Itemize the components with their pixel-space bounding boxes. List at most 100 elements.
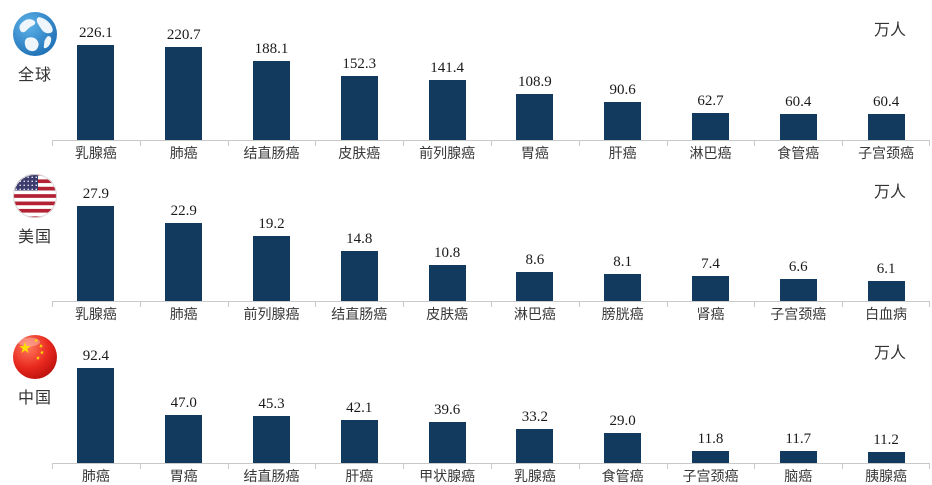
bar [428, 264, 466, 302]
bar-column: 29.0 [579, 345, 667, 464]
category-label: 子宫颈癌 [682, 468, 739, 485]
region-label-china: 中国 [17, 390, 52, 408]
bar [340, 419, 378, 464]
axis-tick [842, 302, 844, 308]
category-label: 前列腺癌 [243, 306, 300, 323]
unit-label-china: 万人 [873, 345, 906, 363]
bar [516, 272, 554, 302]
bar-column: 226.1 [52, 22, 140, 140]
axis-tick [666, 302, 668, 308]
category-label: 肝癌 [608, 144, 637, 161]
category-label: 肾癌 [696, 306, 725, 323]
category-label: 白血病 [865, 306, 908, 323]
value-label: 45.3 [258, 396, 285, 413]
value-label: 141.4 [430, 60, 464, 77]
category-labels-global: 乳腺癌 肺癌 结直肠癌 皮肤癌 前列腺癌 胃癌 肝癌 淋巴癌 食管癌 子宫颈癌 [52, 144, 930, 162]
axis-ticks-china [52, 464, 930, 470]
axis-tick [491, 302, 492, 308]
value-label: 14.8 [346, 230, 373, 247]
bar [165, 46, 203, 140]
bar [77, 44, 115, 140]
bar-column: 92.4 [52, 345, 140, 464]
bar [692, 450, 729, 464]
axis-tick [666, 140, 668, 146]
axis-tick [139, 464, 141, 470]
bar [692, 276, 729, 302]
bar [779, 114, 817, 140]
axis-tick [578, 464, 580, 470]
value-label: 7.4 [701, 256, 720, 273]
axis-tick [52, 302, 53, 308]
region-badge-china: 中国 [6, 333, 64, 408]
axis-tick [315, 464, 317, 470]
value-label: 8.1 [613, 253, 633, 270]
category-label: 肺癌 [81, 468, 110, 485]
axis-ticks-usa [52, 302, 930, 308]
bar [77, 368, 115, 464]
axis-tick [842, 464, 844, 470]
category-label: 淋巴癌 [513, 306, 556, 323]
bar-column: 19.2 [228, 184, 316, 302]
bar-column: 22.9 [140, 184, 228, 302]
unit-label-usa: 万人 [873, 183, 906, 201]
globe-icon [13, 12, 57, 56]
axis-tick [491, 464, 492, 470]
value-label: 60.4 [785, 94, 812, 111]
bar-column: 90.6 [579, 22, 667, 140]
bar [428, 422, 466, 464]
bar [867, 114, 905, 140]
bar-column: 220.7 [140, 22, 228, 140]
axis-tick [227, 464, 229, 470]
axis-tick [315, 302, 317, 308]
bar [867, 451, 905, 464]
value-label: 33.2 [521, 408, 548, 425]
axis-tick [52, 140, 53, 146]
category-label: 淋巴癌 [689, 144, 732, 161]
axis-tick [227, 140, 229, 146]
category-label: 乳腺癌 [74, 306, 117, 323]
axis-tick [929, 302, 930, 308]
category-label: 肺癌 [169, 306, 198, 323]
category-label: 子宫颈癌 [770, 306, 827, 323]
category-label: 肝癌 [345, 468, 374, 485]
value-label: 47.0 [170, 394, 197, 411]
bar-column: 60.4 [842, 22, 930, 140]
axis-tick [578, 302, 580, 308]
axis-tick [578, 140, 580, 146]
bar-column: 7.4 [667, 184, 755, 302]
bar [340, 75, 378, 140]
chart-row-global: 全球 万人 226.1 220.7 188.1 152.3 141.4 108.9 90.6… [0, 0, 932, 162]
axis-tick [139, 140, 141, 146]
value-label: 220.7 [166, 26, 201, 43]
value-label: 27.9 [82, 186, 110, 203]
category-label: 食管癌 [777, 144, 820, 161]
chart-row-usa: 美国 万人 27.9 22.9 19.2 14.8 10.8 8.6 8.1 7.4 6.6 6.… [0, 162, 932, 324]
bar [516, 93, 554, 140]
bar-column: 45.3 [228, 345, 316, 464]
value-label: 152.3 [342, 55, 377, 72]
value-label: 60.4 [872, 94, 900, 111]
category-label: 胃癌 [169, 468, 198, 485]
bar-column: 60.4 [754, 22, 842, 140]
bar-column: 10.8 [403, 184, 491, 302]
bar [692, 113, 729, 140]
value-label: 11.7 [785, 431, 812, 448]
axis-tick [227, 302, 229, 308]
category-label: 子宫颈癌 [858, 144, 915, 161]
axis-tick [139, 302, 141, 308]
category-label: 乳腺癌 [74, 144, 117, 161]
value-label: 226.1 [79, 24, 113, 41]
bar-plot-global: 226.1 220.7 188.1 152.3 141.4 108.9 90.6 62.7 60… [52, 22, 930, 141]
category-label: 结直肠癌 [243, 144, 300, 161]
value-label: 19.2 [258, 215, 285, 232]
category-label: 肺癌 [169, 144, 198, 161]
bar [253, 416, 290, 464]
category-labels-usa: 乳腺癌 肺癌 前列腺癌 结直肠癌 皮肤癌 淋巴癌 膀胱癌 肾癌 子宫颈癌 白血病 [52, 305, 930, 323]
bar-column: 11.8 [667, 345, 755, 464]
value-label: 11.2 [873, 431, 899, 448]
bar [516, 428, 554, 464]
bar [253, 60, 290, 140]
bar [604, 433, 642, 464]
value-label: 39.6 [433, 402, 461, 419]
bar-column: 39.6 [403, 345, 491, 464]
